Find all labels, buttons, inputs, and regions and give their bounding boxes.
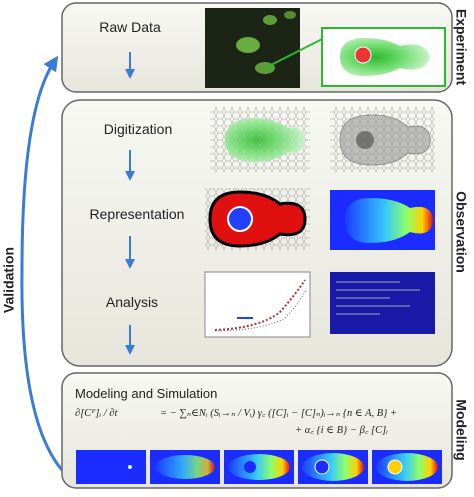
analysis-image [204, 271, 435, 338]
simulation-frames [76, 450, 442, 484]
validation-arrow [20, 55, 64, 471]
hex-image [210, 107, 435, 172]
validation-label: Validation [1, 247, 17, 313]
stage-label: Modeling [453, 399, 469, 460]
modeling-title: Modeling and Simulation [75, 386, 217, 401]
stage-label: Observation [453, 191, 469, 273]
step-label: Representation [90, 206, 185, 222]
step-label: Raw Data [99, 19, 161, 35]
equation: ∂[Cᴾ]ᵢ / ∂t [75, 408, 118, 419]
equation: = − ∑ₙ∈Nᵢ (Sᵢ→ₙ / Vᵢ) γ꜀ ([C]ᵢ − [C]ₙ)ᵢ→… [160, 408, 397, 419]
microscope-image [205, 8, 300, 88]
zoom-inset [321, 27, 446, 87]
stage-label: Experiment [453, 9, 469, 86]
representation-image [205, 188, 435, 250]
step-label: Analysis [106, 294, 158, 310]
step-label: Digitization [104, 121, 172, 137]
equation: + α꜀ {i ∈ B} − β꜀ [C]ᵢ [295, 425, 388, 436]
